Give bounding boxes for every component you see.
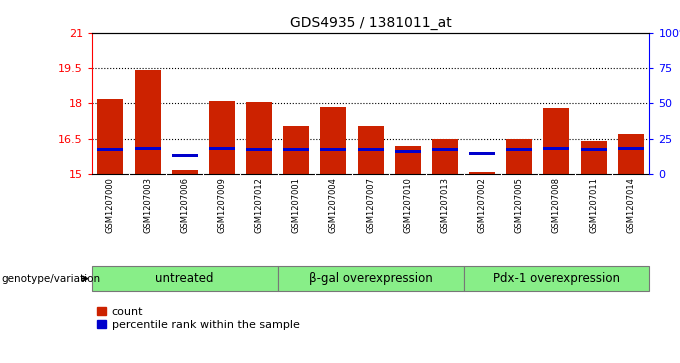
Bar (246, 102, 272, 174)
Title: GDS4935 / 1381011_at: GDS4935 / 1381011_at (290, 16, 452, 30)
Text: GSM1207004: GSM1207004 (329, 177, 338, 233)
Text: β-gal overexpression: β-gal overexpression (309, 272, 432, 285)
Bar (135, 70, 160, 174)
Text: GSM1207002: GSM1207002 (477, 177, 487, 233)
Bar (432, 139, 458, 174)
Bar (543, 108, 569, 174)
Text: Pdx-1 overexpression: Pdx-1 overexpression (493, 272, 620, 285)
Text: GSM1207012: GSM1207012 (254, 177, 264, 233)
Bar (135, 147, 160, 150)
Bar (172, 154, 198, 158)
Bar (507, 148, 532, 151)
Bar (618, 134, 644, 174)
Text: GSM1207000: GSM1207000 (106, 177, 115, 233)
Text: genotype/variation: genotype/variation (1, 274, 101, 284)
Text: GSM1207007: GSM1207007 (366, 177, 375, 233)
Text: GSM1207014: GSM1207014 (626, 177, 635, 233)
Text: GSM1207013: GSM1207013 (441, 177, 449, 233)
Bar (320, 148, 346, 151)
Bar (284, 148, 309, 151)
Text: GSM1207005: GSM1207005 (515, 177, 524, 233)
Bar (209, 101, 235, 174)
Legend: count, percentile rank within the sample: count, percentile rank within the sample (97, 307, 300, 330)
Bar (581, 148, 607, 151)
Bar (507, 139, 532, 174)
Text: GSM1207003: GSM1207003 (143, 177, 152, 233)
Text: GSM1207011: GSM1207011 (589, 177, 598, 233)
Bar (320, 107, 346, 174)
Text: untreated: untreated (156, 272, 214, 285)
Bar (277, 266, 464, 291)
Text: GSM1207009: GSM1207009 (218, 177, 226, 233)
Bar (209, 147, 235, 150)
Text: GSM1207010: GSM1207010 (403, 177, 412, 233)
Bar (97, 99, 123, 174)
Bar (618, 147, 644, 150)
Bar (358, 126, 384, 174)
Bar (543, 147, 569, 150)
Bar (284, 126, 309, 174)
Text: GSM1207001: GSM1207001 (292, 177, 301, 233)
Bar (432, 148, 458, 151)
Text: GSM1207008: GSM1207008 (552, 177, 561, 233)
Bar (246, 148, 272, 151)
Bar (97, 148, 123, 151)
Bar (172, 170, 198, 174)
Bar (358, 148, 384, 151)
Bar (469, 152, 495, 155)
Text: GSM1207006: GSM1207006 (180, 177, 189, 233)
Bar (395, 146, 421, 174)
Bar (92, 266, 277, 291)
Bar (469, 172, 495, 174)
Bar (464, 266, 649, 291)
Bar (395, 150, 421, 153)
Bar (581, 141, 607, 174)
